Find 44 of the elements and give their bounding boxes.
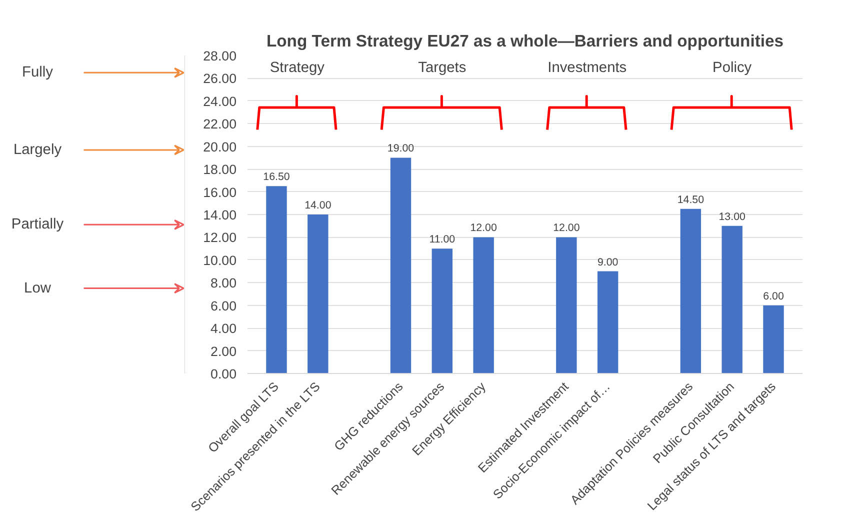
annotation: Targets: [418, 60, 466, 76]
annotation: Policy: [712, 60, 752, 76]
y-tick-label: 20.00: [203, 139, 237, 154]
data-label: 14.00: [304, 200, 332, 212]
y-tick-label: 6.00: [210, 298, 237, 314]
data-label: 6.00: [763, 290, 784, 302]
bar: [266, 186, 287, 374]
chart-title: Long Term Strategy EU27 as a whole—Barriers and opportunities: [266, 32, 784, 50]
data-label: 9.00: [597, 256, 618, 268]
data-label: 13.00: [718, 210, 746, 223]
y-tick-label: 26.00: [203, 71, 237, 86]
bar: [473, 237, 494, 374]
text: Fully: [22, 64, 54, 81]
text: Partially: [11, 216, 64, 233]
y-tick-label: 4.00: [210, 321, 237, 336]
bar: [763, 305, 784, 374]
y-tick-label: 18.00: [203, 162, 237, 178]
y-tick-label: 14.00: [203, 208, 237, 222]
y-tick-label: 24.00: [203, 94, 237, 109]
y-tick-label: 28.00: [203, 48, 237, 64]
y-tick-label: 0.00: [210, 366, 237, 382]
annotation: Strategy: [270, 60, 326, 76]
data-label: 19.00: [387, 142, 414, 155]
text: Low: [24, 280, 52, 296]
text: Largely: [13, 142, 62, 158]
bar: [680, 208, 702, 374]
data-label: 14.50: [677, 194, 704, 206]
data-label: 16.50: [263, 171, 290, 184]
y-tick-label: 8.00: [210, 276, 237, 291]
bar: [308, 214, 328, 374]
y-tick-label: 2.00: [210, 344, 237, 359]
data-label: 12.00: [553, 222, 580, 234]
y-tick-label: 16.00: [203, 184, 237, 200]
bar: [556, 237, 577, 374]
data-label: 12.00: [470, 222, 497, 234]
data-label: 11.00: [429, 234, 456, 246]
y-tick-label: 10.00: [203, 252, 237, 268]
bar: [432, 248, 453, 374]
y-tick-label: 12.00: [203, 230, 237, 246]
y-tick-label: 22.00: [203, 116, 237, 132]
bar: [390, 158, 412, 374]
bar: [722, 226, 742, 374]
bar: [597, 271, 618, 374]
annotation: Investments: [548, 60, 627, 76]
